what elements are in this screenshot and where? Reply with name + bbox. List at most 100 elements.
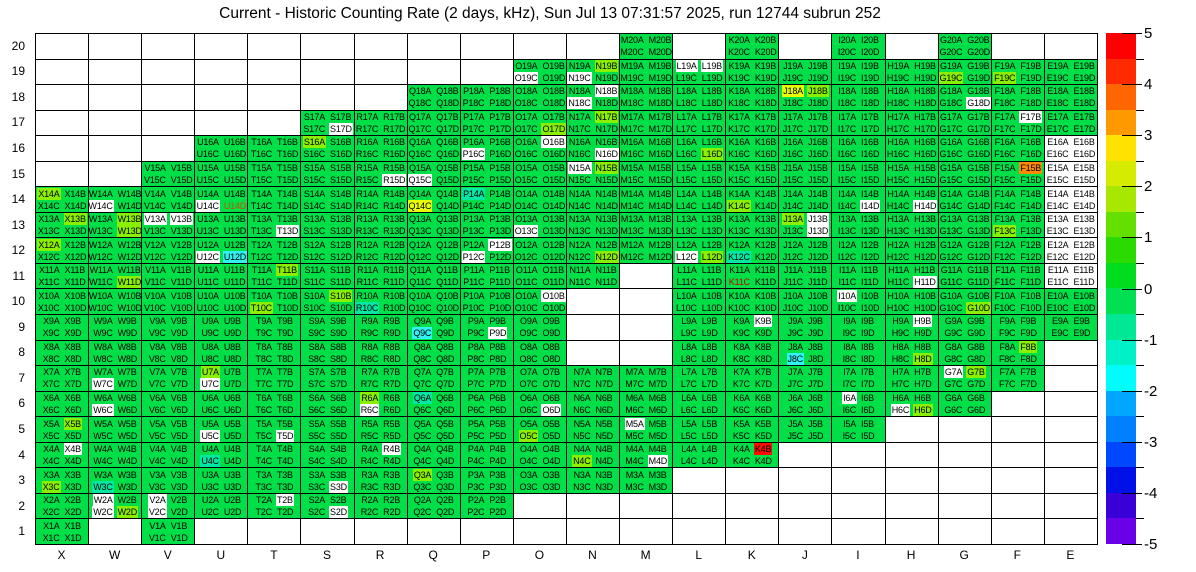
channel-label: P12B: [488, 239, 511, 251]
grid-cell: P15AP15BP15CP15D: [461, 162, 514, 188]
channel-label: K13C: [727, 225, 751, 237]
channel-line: J16CJ16D: [779, 148, 831, 160]
grid-cell: [36, 85, 89, 111]
channel-label: U5D: [223, 430, 242, 442]
channel-line: G14AG14B: [939, 188, 991, 200]
channel-label: H9D: [913, 327, 932, 339]
channel-line: Q12AQ12B: [408, 239, 460, 251]
channel-line: I12AI12B: [832, 239, 884, 251]
channel-line: M20AM20B: [620, 34, 672, 46]
channel-label: R16A: [355, 136, 379, 148]
channel-label: W12C: [89, 251, 114, 263]
colorbar-tick-label: -1: [1144, 332, 1192, 349]
grid-cell: U6AU6BU6CU6D: [195, 392, 248, 418]
channel-line: X10AX10B: [36, 290, 88, 302]
channel-line: X12CX12D: [36, 251, 88, 263]
grid-cell: [779, 494, 832, 520]
grid-cell: O14AO14BO14CO14D: [514, 187, 567, 213]
channel-line: F7AF7B: [992, 366, 1044, 378]
channel-line: G7AG7B: [939, 366, 991, 378]
channel-line: H8CH8D: [886, 353, 938, 365]
grid-cell: U7AU7BU7CU7D: [195, 366, 248, 392]
channel-line: P9AP9B: [461, 315, 513, 327]
channel-label: I15A: [837, 162, 857, 174]
channel-label: P4C: [466, 455, 485, 467]
channel-line: S10AS10B: [301, 290, 353, 302]
channel-label: J17D: [807, 123, 829, 135]
grid-cell: R4AR4BR4CR4D: [355, 443, 408, 469]
channel-line: G13AG13B: [939, 213, 991, 225]
channel-label: M5A: [625, 418, 645, 430]
channel-line: J5AJ5B: [779, 418, 831, 430]
grid-cell: [779, 34, 832, 60]
channel-label: Q15A: [408, 162, 432, 174]
channel-line: F17AF17B: [992, 111, 1044, 123]
channel-line: M18AM18B: [620, 85, 672, 97]
channel-label: Q13B: [435, 213, 459, 225]
channel-label: G20C: [939, 46, 964, 58]
channel-label: G12A: [939, 239, 963, 251]
channel-label: N14C: [567, 200, 591, 212]
channel-line: V10CV10D: [142, 302, 194, 314]
channel-label: H14D: [913, 200, 937, 212]
channel-line: R10CR10D: [355, 302, 407, 314]
channel-label: W5B: [117, 418, 138, 430]
channel-label: Q6A: [413, 392, 432, 404]
channel-line: P6AP6B: [461, 392, 513, 404]
channel-line: I19CI19D: [832, 72, 884, 84]
channel-label: O13C: [514, 225, 539, 237]
channel-line: L17AL17B: [673, 111, 725, 123]
colorbar-tick: [1122, 391, 1142, 392]
grid-cell: [992, 468, 1045, 494]
channel-label: S16D: [329, 148, 353, 160]
channel-line: E19CE19D: [1045, 72, 1097, 84]
channel-label: R3B: [382, 469, 401, 481]
channel-line: T10CT10D: [248, 302, 300, 314]
channel-line: I7CI7D: [832, 378, 884, 390]
channel-label: Q16A: [408, 136, 432, 148]
channel-label: O5B: [541, 418, 560, 430]
channel-line: S8CS8D: [301, 353, 353, 365]
channel-label: W13B: [117, 213, 143, 225]
channel-label: W4C: [92, 455, 113, 467]
grid-cell: K10AK10BK10CK10D: [726, 289, 779, 315]
channel-label: K7B: [754, 366, 772, 378]
channel-label: L11C: [676, 276, 698, 288]
channel-label: F9B: [1019, 315, 1037, 327]
channel-line: K11CK11D: [726, 276, 778, 288]
channel-label: F18C: [993, 97, 1016, 109]
channel-line: I6AI6B: [832, 392, 884, 404]
grid-cell: X11AX11BX11CX11D: [36, 264, 89, 290]
channel-label: V8A: [148, 341, 166, 353]
channel-label: L12C: [675, 251, 698, 263]
channel-label: M5D: [648, 430, 668, 442]
channel-line: X9CX9D: [36, 327, 88, 339]
channel-line: X8AX8B: [36, 341, 88, 353]
channel-label: F7A: [998, 366, 1016, 378]
channel-line: T9CT9D: [248, 327, 300, 339]
colorbar-tick: [1136, 212, 1144, 213]
channel-label: T5B: [276, 418, 294, 430]
channel-line: U11AU11B: [195, 264, 247, 276]
channel-label: U15C: [196, 174, 220, 186]
grid-cell: P2AP2BP2CP2D: [461, 494, 514, 520]
channel-label: E12D: [1072, 251, 1096, 263]
grid-cell: [195, 519, 248, 545]
grid-cell: V13AV13BV13CV13D: [142, 213, 195, 239]
channel-line: H6AH6B: [886, 392, 938, 404]
channel-label: U12A: [196, 239, 220, 251]
grid-cell: R11AR11BR11CR11D: [355, 264, 408, 290]
channel-line: M4CM4D: [620, 455, 672, 467]
channel-label: R2C: [360, 506, 379, 518]
channel-label: G11C: [939, 276, 963, 288]
channel-label: P18B: [488, 85, 511, 97]
grid-cell: [779, 519, 832, 545]
channel-label: I13B: [860, 213, 880, 225]
channel-label: K18A: [728, 85, 751, 97]
colorbar-tick: [1122, 84, 1142, 85]
channel-label: R12D: [382, 251, 406, 263]
channel-label: J17C: [782, 123, 804, 135]
grid-cell: E19AE19BE19CE19D: [1045, 60, 1098, 86]
channel-label: P15B: [488, 162, 511, 174]
channel-line: P4AP4B: [461, 443, 513, 455]
